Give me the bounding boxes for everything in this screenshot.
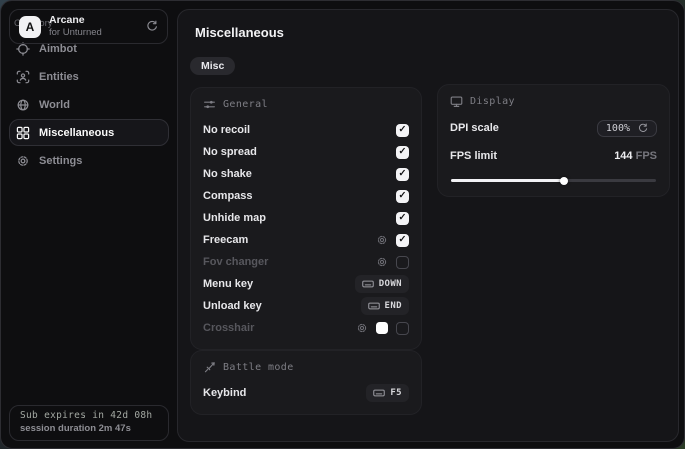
- fps-limit-label: FPS limit: [450, 150, 498, 162]
- keybind-value: DOWN: [378, 279, 402, 289]
- checkbox-freecam[interactable]: ✓: [396, 233, 409, 247]
- dpi-scale-value: 100%: [605, 122, 630, 134]
- sidebar-item-miscellaneous[interactable]: Miscellaneous: [9, 119, 169, 146]
- setting-row-keybind: Keybind F5: [203, 382, 409, 404]
- sidebar-item-label: Aimbot: [39, 42, 77, 55]
- sidebar-item-label: Settings: [39, 154, 83, 167]
- setting-row-fov-changer: Fov changer: [203, 251, 409, 273]
- sidebar-item-label: Miscellaneous: [39, 126, 115, 139]
- settings-gear-icon[interactable]: [376, 256, 388, 268]
- refresh-icon[interactable]: [145, 20, 158, 33]
- main-panel: Miscellaneous Misc General No recoil ✓ No …: [177, 9, 679, 442]
- sword-icon: [203, 361, 216, 374]
- sidebar-item-label: Entities: [39, 70, 79, 83]
- keyboard-icon: [367, 300, 380, 312]
- setting-label: No spread: [203, 146, 257, 158]
- app-subtitle: for Unturned: [49, 27, 102, 39]
- settings-gear-icon[interactable]: [356, 322, 368, 334]
- fps-limit-value: 144: [614, 150, 633, 162]
- keybind-button-keybind[interactable]: F5: [366, 384, 409, 402]
- globe-icon: [16, 98, 30, 112]
- sliders-icon: [203, 98, 216, 111]
- keybind-value: END: [384, 301, 402, 311]
- gear-icon: [16, 154, 30, 168]
- scan-icon: [16, 70, 30, 84]
- dpi-scale-label: DPI scale: [450, 122, 499, 134]
- dpi-scale-row: DPI scale 100%: [450, 116, 657, 140]
- keybind-button-menu-key[interactable]: DOWN: [354, 275, 409, 293]
- checkbox-no-spread[interactable]: ✓: [396, 145, 409, 159]
- setting-row-menu-key: Menu key DOWN: [203, 273, 409, 295]
- fps-limit-unit: FPS: [632, 150, 657, 162]
- session-duration-text: session duration 2m 47s: [20, 423, 131, 434]
- subscription-card: Sub expires in 42d 08h session duration …: [9, 405, 169, 441]
- checkbox-no-shake[interactable]: ✓: [396, 167, 409, 181]
- fps-limit-slider[interactable]: [451, 176, 656, 185]
- checkbox-unhide-map[interactable]: ✓: [396, 211, 409, 225]
- setting-row-crosshair: Crosshair: [203, 317, 409, 339]
- grid-icon: [16, 126, 30, 140]
- sidebar-item-world[interactable]: World: [9, 91, 169, 118]
- setting-row-unload-key: Unload key END: [203, 295, 409, 317]
- setting-label: Menu key: [203, 278, 254, 290]
- sidebar-item-label: World: [39, 98, 70, 111]
- monitor-icon: [450, 95, 463, 108]
- setting-row-no-recoil: No recoil ✓: [203, 119, 409, 141]
- keybind-button-unload-key[interactable]: END: [360, 297, 409, 315]
- keyboard-icon: [361, 278, 374, 290]
- setting-label: Unhide map: [203, 212, 266, 224]
- setting-row-no-shake: No shake ✓: [203, 163, 409, 185]
- sub-expires-text: Sub expires in 42d 08h: [20, 410, 153, 421]
- settings-gear-icon[interactable]: [376, 234, 388, 246]
- keybind-value: F5: [390, 388, 402, 398]
- checkbox-fov-changer[interactable]: [396, 255, 409, 269]
- keyboard-icon: [373, 387, 386, 399]
- setting-row-freecam: Freecam ✓: [203, 229, 409, 251]
- display-panel: Display DPI scale 100% FPS limit 144 FPS: [437, 84, 670, 197]
- setting-label: Compass: [203, 190, 253, 202]
- setting-label: Freecam: [203, 234, 249, 246]
- dpi-reset-icon[interactable]: [637, 122, 648, 134]
- setting-label: No shake: [203, 168, 252, 180]
- battle-mode-panel: Battle mode Keybind F5: [190, 350, 422, 415]
- setting-label: Unload key: [203, 300, 262, 312]
- setting-label: No recoil: [203, 124, 251, 136]
- tab-misc[interactable]: Misc: [190, 57, 236, 75]
- fps-slider-thumb[interactable]: [559, 176, 568, 185]
- setting-label: Fov changer: [203, 256, 269, 268]
- general-panel: General No recoil ✓ No spread ✓ No shake ✓ Com…: [190, 87, 422, 350]
- setting-label: Keybind: [203, 387, 247, 399]
- setting-row-no-spread: No spread ✓: [203, 141, 409, 163]
- sidebar-item-entities[interactable]: Entities: [9, 63, 169, 90]
- setting-row-compass: Compass ✓: [203, 185, 409, 207]
- general-panel-title: General: [223, 99, 268, 110]
- avatar: A: [19, 15, 41, 38]
- checkbox-compass[interactable]: ✓: [396, 189, 409, 203]
- checkbox-no-recoil[interactable]: ✓: [396, 123, 409, 137]
- sidebar: A Arcane for Unturned Category AimbotEnt…: [1, 1, 177, 448]
- setting-label: Crosshair: [203, 322, 255, 334]
- page-title: Miscellaneous: [195, 25, 284, 40]
- account-card[interactable]: A Arcane for Unturned: [9, 9, 168, 44]
- dpi-scale-button[interactable]: 100%: [596, 119, 657, 137]
- setting-row-unhide-map: Unhide map ✓: [203, 207, 409, 229]
- battle-mode-panel-title: Battle mode: [223, 362, 294, 373]
- sidebar-item-settings[interactable]: Settings: [9, 147, 169, 174]
- fps-limit-row: FPS limit 144 FPS: [450, 144, 657, 168]
- display-panel-title: Display: [470, 96, 515, 107]
- app-name: Arcane: [49, 14, 85, 26]
- color-swatch[interactable]: [376, 322, 388, 334]
- sidebar-nav: Aimbot Entities World Miscellaneous Settings: [1, 35, 177, 174]
- checkbox-crosshair[interactable]: [396, 321, 409, 335]
- fps-slider-fill: [451, 179, 564, 182]
